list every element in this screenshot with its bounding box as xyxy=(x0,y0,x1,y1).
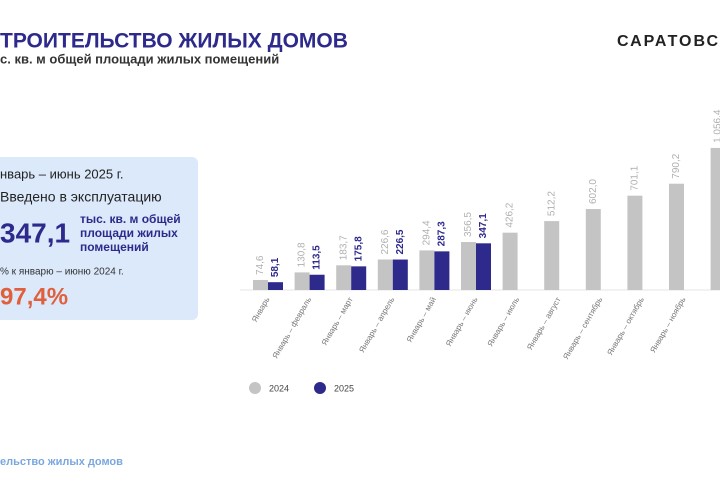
value-label: 74,6 xyxy=(255,255,266,275)
value-label: 701,1 xyxy=(630,165,641,190)
value-label: 287,3 xyxy=(437,221,448,246)
x-tick-label: Январь – апрель xyxy=(357,296,396,355)
x-tick-label: Январь – июнь xyxy=(444,296,479,348)
value-label: 356,5 xyxy=(463,212,474,237)
bar xyxy=(309,274,325,290)
x-tick-label: Январь – август xyxy=(525,295,563,351)
footer: ельство жилых домов xyxy=(0,456,123,468)
card xyxy=(0,157,198,320)
bar xyxy=(476,243,491,290)
bar xyxy=(336,265,352,290)
bar xyxy=(434,251,450,290)
value-label: 58,1 xyxy=(270,257,281,277)
bar xyxy=(351,266,367,290)
value-label: 512,2 xyxy=(546,191,557,216)
bar xyxy=(710,147,720,290)
x-tick-label: Январь – октябрь xyxy=(605,296,646,357)
bar xyxy=(377,259,393,290)
bar xyxy=(585,209,601,290)
card-caption: Введено в эксплуатацию xyxy=(0,189,162,205)
bar xyxy=(392,259,408,290)
legend-swatch xyxy=(314,382,326,394)
value-label: 790,2 xyxy=(671,153,682,178)
title: ТРОИТЕЛЬСТВО ЖИЛЫХ ДОМОВ xyxy=(0,30,348,53)
value-label: 602,0 xyxy=(588,179,599,204)
bar xyxy=(627,195,643,290)
value-label: 130,8 xyxy=(297,242,308,267)
x-tick-label: Январь – ноябрь xyxy=(648,296,687,355)
card-value: 347,1 xyxy=(0,217,70,248)
card-period: нварь – июнь 2025 г. xyxy=(0,166,124,181)
x-tick-label: Январь – июль xyxy=(486,296,522,349)
bar xyxy=(419,250,435,290)
value-label: 226,6 xyxy=(380,229,391,254)
x-tick-label: Январь – март xyxy=(320,295,355,347)
value-label: 426,2 xyxy=(505,202,516,227)
bar xyxy=(502,232,518,290)
card-unit-box: тыс. кв. м общей площади жилых помещений xyxy=(80,212,181,254)
x-tick-label: Январь xyxy=(250,296,272,324)
bar xyxy=(461,242,476,290)
logo: САРАТОВС xyxy=(617,33,720,50)
value-label: 113,5 xyxy=(312,245,323,270)
card-unit: тыс. кв. м общей площади жилых помещений xyxy=(80,212,181,254)
value-label: 1 056,4 xyxy=(713,109,720,143)
legend-label: 2025 xyxy=(334,383,354,393)
bar xyxy=(669,183,684,290)
value-label: 175,8 xyxy=(353,236,364,261)
value-label: 347,1 xyxy=(478,213,489,238)
x-tick-label: Январь – май xyxy=(405,296,438,344)
x-tick-label: Январь – сентябрь xyxy=(561,296,604,361)
bar xyxy=(544,221,560,290)
bar xyxy=(294,272,310,290)
subtitle: с. кв. м общей площади жилых помещений xyxy=(0,51,279,66)
card-compare-value: 97,4% xyxy=(0,283,68,310)
legend-swatch xyxy=(249,382,261,394)
value-label: 294,4 xyxy=(422,220,433,245)
value-label: 226,5 xyxy=(395,229,406,254)
bar xyxy=(268,282,283,290)
value-label: 183,7 xyxy=(338,235,349,260)
x-tick-label: Январь – февраль xyxy=(271,296,313,361)
legend-label: 2024 xyxy=(269,383,289,393)
bar xyxy=(253,279,268,290)
card-compare-label: % к январю – июню 2024 г. xyxy=(0,267,124,278)
